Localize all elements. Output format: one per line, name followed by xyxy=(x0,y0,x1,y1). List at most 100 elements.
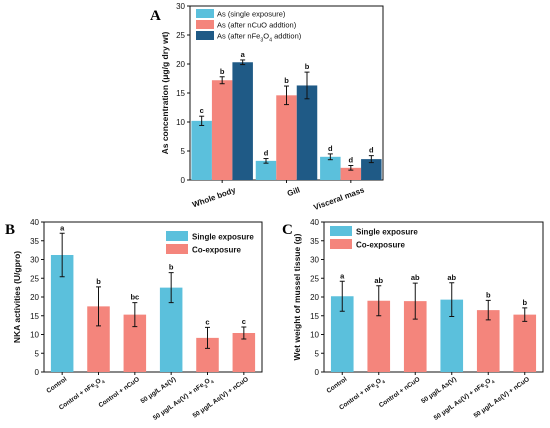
panel-c-significance-letter: ab xyxy=(447,273,456,282)
panel-b-significance-letter: b xyxy=(169,263,174,272)
panel-a-significance-letter: a xyxy=(241,50,246,59)
panel-b-ytick-label: 25 xyxy=(30,274,39,283)
panel-a-ytick-label: 30 xyxy=(176,2,185,11)
panel-c-significance-letter: b xyxy=(486,290,491,299)
panel-a-significance-letter: c xyxy=(200,106,204,115)
panel-b-legend-label: Single exposure xyxy=(192,233,254,242)
panel-b-bar xyxy=(50,255,74,372)
panel-a-significance-letter: d xyxy=(369,146,374,155)
chart-panel-c: 0 5 10 15 20 25 30 35 40 Wet weight of mussel tis… xyxy=(292,218,544,424)
panel-c-category-label: Control xyxy=(325,376,348,395)
panel-c-bar xyxy=(403,301,427,372)
panel-c-bar xyxy=(476,310,500,372)
panel-c-ytick-label: 25 xyxy=(310,274,319,283)
panel-b-legend-swatch xyxy=(166,231,188,241)
panel-b-bar xyxy=(123,314,147,372)
panel-a-y-axis-title: As concentration (μg/g dry wt) xyxy=(160,31,170,154)
panel-c-category-label: Control + nCuO xyxy=(378,376,422,409)
panel-b-significance-letter: bc xyxy=(130,293,139,302)
panel-a-ytick-label: 20 xyxy=(176,60,185,69)
panel-a-ytick-label: 25 xyxy=(176,31,185,40)
panel-c-ytick-label: 10 xyxy=(310,331,319,340)
panel-c-bar xyxy=(440,299,464,372)
panel-c-ytick-label: 0 xyxy=(315,368,320,377)
panel-a-bar xyxy=(276,95,297,180)
panel-a-legend-label: As (single exposure) xyxy=(217,10,286,19)
panel-b-ytick-label: 10 xyxy=(30,331,39,340)
panel-c-legend-label: Single exposure xyxy=(356,228,418,237)
panel-a-ytick-label: 5 xyxy=(181,147,186,156)
panel-b-ytick-label: 0 xyxy=(35,368,40,377)
panel-a-ytick-label: 15 xyxy=(176,89,185,98)
panel-b-bar xyxy=(196,337,219,372)
panel-c-significance-letter: ab xyxy=(374,276,383,285)
panel-c-bar xyxy=(367,300,391,372)
panel-b-significance-letter: c xyxy=(242,317,246,326)
panel-b-category-label: Control xyxy=(45,376,68,395)
panel-c-bar xyxy=(330,296,354,372)
panel-a-bar xyxy=(361,159,382,180)
panel-a-significance-letter: b xyxy=(220,67,225,76)
panel-c-legend-swatch xyxy=(330,239,352,249)
panel-a-ytick-label: 0 xyxy=(181,176,186,185)
panel-c-y-axis-title: Wet weight of mussel tissue (g) xyxy=(292,233,302,360)
panel-a-significance-letter: d xyxy=(264,149,269,158)
panel-c-category-label: 50 μg/L As(V) xyxy=(420,376,458,405)
panel-b-bar xyxy=(87,306,110,372)
panel-b-ytick-label: 35 xyxy=(30,237,39,246)
panel-a-bar xyxy=(340,167,362,180)
panel-b-ytick-label: 15 xyxy=(30,312,39,321)
panel-a-bar xyxy=(255,160,277,180)
panel-a-significance-letter: b xyxy=(284,76,289,85)
panel-b-ytick-label: 30 xyxy=(30,256,39,265)
panel-a-legend-label: As (after nFe3O4 addtion) xyxy=(217,32,302,44)
panel-a-bar xyxy=(232,62,253,181)
panel-a-legend-label: As (after nCuO addtion) xyxy=(217,21,297,30)
panel-a-legend-swatch xyxy=(196,9,214,18)
panel-b-category-label: 50 μg/L As(V) + nFe3O4 xyxy=(152,376,215,424)
chart-panel-a: 0 5 10 15 20 25 30 As concentration (μg/g dry w… xyxy=(160,2,384,212)
panel-c-ytick-label: 20 xyxy=(310,293,319,302)
panel-c-ytick-label: 30 xyxy=(310,256,319,265)
panel-c-ytick-label: 35 xyxy=(310,237,319,246)
panel-c-letter: C xyxy=(282,222,293,238)
chart-panel-b: 0 5 10 15 20 25 30 35 40 NKA activities (U/gpro) a… xyxy=(12,218,263,424)
panel-c-category-label: 50 μg/L As(V) + nFe3O4 xyxy=(433,376,496,424)
panel-b-bar xyxy=(232,333,256,372)
panel-a-bar xyxy=(320,156,341,180)
panel-c-ytick-label: 5 xyxy=(315,349,320,358)
panel-b-category-label: 50 μg/L As(V) xyxy=(140,376,178,405)
panel-a-legend-swatch xyxy=(196,20,214,29)
panel-c-significance-letter: ab xyxy=(411,273,420,282)
panel-b-legend-swatch xyxy=(166,244,188,254)
panel-b-plot-frame xyxy=(43,221,263,373)
panel-a-letter: A xyxy=(150,8,161,24)
panel-a-significance-letter: b xyxy=(305,62,310,71)
panel-c-significance-letter: b xyxy=(522,298,527,307)
panel-b-significance-letter: c xyxy=(205,317,209,326)
panel-b-ytick-label: 40 xyxy=(30,218,39,227)
panel-b-y-axis-title: NKA activities (U/gpro) xyxy=(12,251,22,343)
panel-a-bar xyxy=(211,80,233,180)
panel-b-legend-label: Co-exposure xyxy=(192,246,241,255)
panel-c-ytick-label: 40 xyxy=(310,218,319,227)
panel-c-significance-letter: a xyxy=(340,271,345,280)
panel-b-letter: B xyxy=(5,222,15,238)
panel-b-significance-letter: b xyxy=(96,277,101,286)
panel-c-ytick-label: 15 xyxy=(310,312,319,321)
panel-a-category-label: Visceral mass xyxy=(312,185,366,212)
panel-a-bar xyxy=(296,85,318,180)
panel-a-category-label: Gill xyxy=(286,185,301,198)
panel-a-category-label: Whole body xyxy=(191,185,237,209)
panel-a-ytick-label: 10 xyxy=(176,118,185,127)
panel-b-ytick-label: 20 xyxy=(30,293,39,302)
panel-b-ytick-label: 5 xyxy=(35,349,40,358)
panel-c-bar xyxy=(513,314,537,372)
panel-b-bar xyxy=(159,287,183,372)
panel-b-significance-letter: a xyxy=(60,223,65,232)
panel-a-significance-letter: d xyxy=(349,156,354,165)
panel-c-legend-label: Co-exposure xyxy=(356,241,405,250)
panel-a-significance-letter: d xyxy=(328,144,333,153)
panel-c-legend-swatch xyxy=(330,226,352,236)
